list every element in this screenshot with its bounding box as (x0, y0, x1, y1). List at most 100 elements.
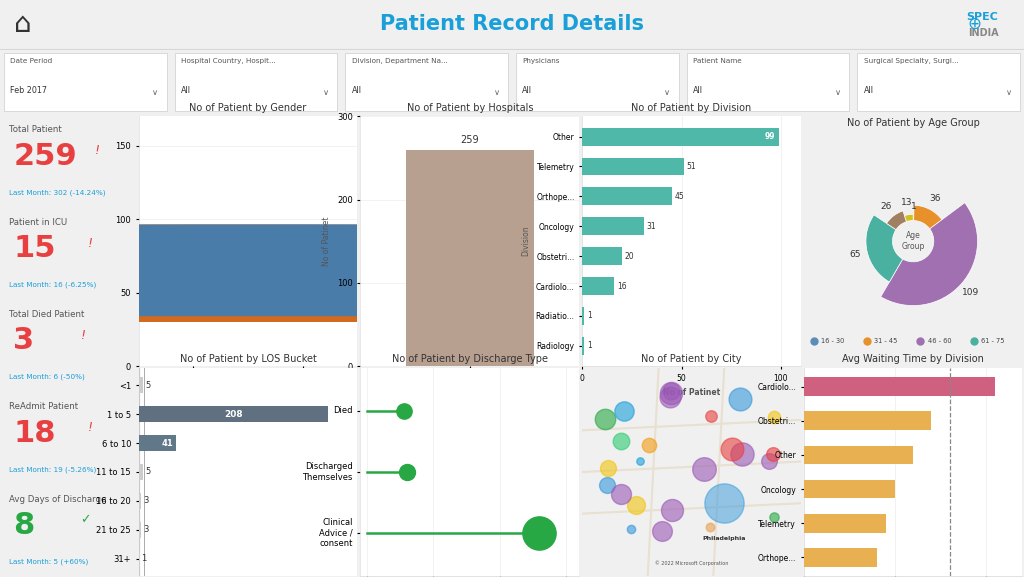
Bar (582, 247, 622, 265)
Point (766, 512, 782, 521)
Text: 1: 1 (587, 312, 592, 320)
Point (664, 505, 680, 515)
Text: !: ! (87, 237, 92, 249)
Bar (139, 435, 176, 451)
Bar (139, 493, 141, 509)
Point (597, 415, 613, 424)
Text: Last Month: 302 (-14.24%): Last Month: 302 (-14.24%) (9, 189, 105, 196)
Text: ReAdmit Patient: ReAdmit Patient (9, 402, 79, 411)
Text: Feb 2017: Feb 2017 (10, 86, 47, 95)
Point (734, 449, 751, 459)
Text: Total Patient: Total Patient (9, 125, 62, 134)
Text: ∨: ∨ (835, 88, 841, 97)
Wedge shape (887, 211, 906, 230)
Text: !: ! (87, 421, 92, 434)
Text: Patient in ICU: Patient in ICU (9, 218, 68, 227)
Text: 1: 1 (910, 203, 916, 211)
Text: 5: 5 (145, 467, 151, 477)
Text: All: All (181, 86, 190, 95)
Bar (582, 218, 644, 235)
Text: 1: 1 (141, 554, 146, 563)
Point (765, 449, 781, 459)
Text: 3: 3 (13, 326, 35, 355)
Text: !: ! (94, 144, 99, 157)
Text: 51: 51 (686, 162, 696, 171)
Text: 259: 259 (461, 136, 479, 145)
Circle shape (0, 225, 1024, 255)
Point (766, 412, 782, 421)
Title: No of Patient by Discharge Type: No of Patient by Discharge Type (392, 354, 548, 364)
Point (695, 464, 712, 473)
Text: Surgical Specialty, Surgi...: Surgical Specialty, Surgi... (863, 58, 958, 64)
Point (723, 444, 739, 454)
Text: ∨: ∨ (1006, 88, 1012, 97)
Text: 259: 259 (13, 141, 77, 171)
Text: Philadelphia: Philadelphia (702, 536, 745, 541)
Text: All: All (863, 86, 873, 95)
Bar (582, 337, 584, 355)
FancyBboxPatch shape (175, 53, 337, 111)
Bar (582, 128, 779, 145)
Bar (804, 479, 895, 499)
Polygon shape (565, 321, 1024, 356)
Text: Total Died Patient: Total Died Patient (9, 310, 85, 319)
Point (613, 437, 630, 446)
Text: 61 - 75: 61 - 75 (981, 338, 1005, 344)
Circle shape (0, 225, 1024, 255)
Text: Date Period: Date Period (10, 58, 52, 64)
Point (599, 480, 615, 489)
Point (761, 457, 777, 466)
Point (662, 392, 678, 402)
Point (395, 406, 412, 415)
Text: 31 - 45: 31 - 45 (874, 338, 898, 344)
Text: 16 - 30: 16 - 30 (821, 338, 844, 344)
X-axis label: No of Patinet: No of Patinet (663, 388, 720, 398)
Text: Physicians: Physicians (522, 58, 560, 64)
Polygon shape (0, 255, 1024, 321)
Bar (582, 188, 672, 205)
Polygon shape (0, 274, 1024, 315)
Text: SPEC: SPEC (967, 12, 998, 22)
Text: ∨: ∨ (494, 88, 500, 97)
Text: ∨: ∨ (323, 88, 329, 97)
Text: 109: 109 (962, 288, 979, 297)
FancyBboxPatch shape (516, 53, 679, 111)
Point (600, 463, 616, 473)
Text: Last Month: 19 (-5.26%): Last Month: 19 (-5.26%) (9, 466, 96, 473)
Text: 26: 26 (881, 201, 892, 211)
Point (632, 456, 648, 465)
Text: Avg Days of Discharge: Avg Days of Discharge (9, 494, 106, 504)
Point (654, 527, 671, 536)
Point (716, 499, 732, 508)
Text: 13: 13 (901, 198, 912, 207)
Text: 41: 41 (162, 439, 173, 448)
Point (398, 467, 415, 477)
Title: No of Patient by City: No of Patient by City (641, 354, 741, 364)
Bar (139, 522, 141, 538)
FancyBboxPatch shape (687, 53, 849, 111)
Y-axis label: Division: Division (521, 226, 530, 257)
Title: Avg Waiting Time by Division: Avg Waiting Time by Division (842, 354, 984, 364)
FancyBboxPatch shape (345, 53, 508, 111)
Wedge shape (866, 215, 903, 282)
Bar (804, 445, 913, 464)
Title: No of Patient by Hospitals: No of Patient by Hospitals (407, 103, 534, 113)
Text: Last Month: 6 (-50%): Last Month: 6 (-50%) (9, 374, 85, 380)
Wedge shape (913, 205, 942, 229)
Polygon shape (675, 315, 1024, 356)
Bar (804, 548, 877, 567)
Point (663, 389, 679, 398)
Text: 99: 99 (765, 132, 775, 141)
Text: 208: 208 (224, 410, 243, 419)
Polygon shape (0, 255, 1024, 274)
Bar (804, 514, 886, 533)
Point (616, 407, 633, 416)
Text: 36: 36 (930, 194, 941, 203)
Y-axis label: No of Patinet: No of Patinet (323, 216, 332, 266)
Polygon shape (0, 255, 1024, 290)
Text: Age
Group: Age Group (901, 231, 925, 251)
X-axis label: Hospital Country: Hospital Country (427, 388, 513, 397)
Bar (804, 411, 932, 430)
Text: 16: 16 (616, 282, 627, 290)
Point (702, 412, 719, 421)
